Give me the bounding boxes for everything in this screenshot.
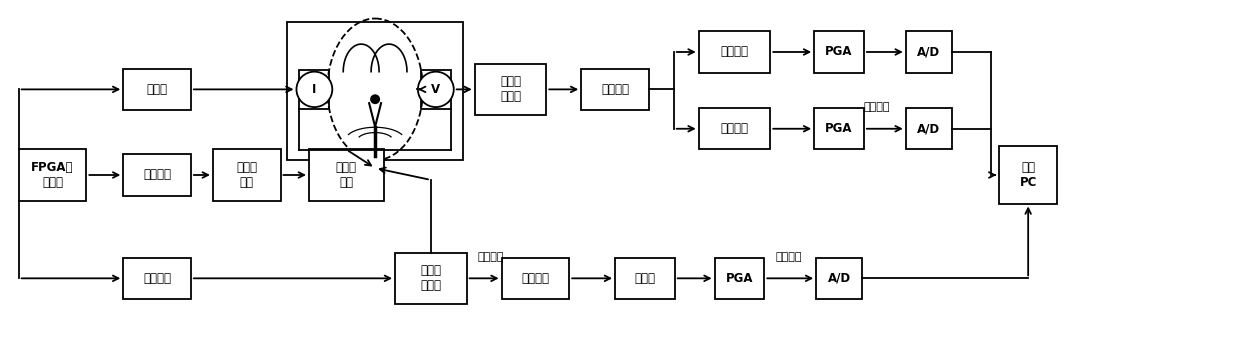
Bar	[420, 70, 451, 109]
Text: PGA: PGA	[826, 46, 853, 58]
Text: 超声换
能器: 超声换 能器	[336, 161, 357, 189]
Text: I: I	[312, 83, 316, 96]
Text: 数据采
集单元: 数据采 集单元	[420, 264, 441, 292]
Circle shape	[370, 94, 381, 104]
Bar	[905, 31, 951, 73]
Bar	[816, 258, 862, 299]
Text: 低通滤波: 低通滤波	[720, 46, 749, 58]
Bar	[582, 69, 649, 110]
Text: 接收电路: 接收电路	[143, 272, 171, 285]
Text: A/D: A/D	[918, 46, 940, 58]
Circle shape	[296, 72, 332, 107]
Text: 差分放大: 差分放大	[601, 83, 629, 96]
Bar	[815, 31, 864, 73]
Bar	[123, 154, 191, 196]
Text: FPGA控
制单元: FPGA控 制单元	[31, 161, 74, 189]
Bar	[213, 149, 280, 201]
Bar	[698, 31, 770, 73]
Text: PGA: PGA	[725, 272, 753, 285]
Bar	[905, 108, 951, 149]
Text: PGA: PGA	[826, 122, 853, 135]
Text: V: V	[432, 83, 440, 96]
Text: A/D: A/D	[827, 272, 851, 285]
Text: 信号发
生器: 信号发 生器	[236, 161, 257, 189]
Bar	[615, 258, 675, 299]
Text: 滤波器: 滤波器	[635, 272, 656, 285]
Text: 回波信号: 回波信号	[477, 252, 503, 261]
Bar	[698, 108, 770, 149]
Bar	[999, 146, 1056, 204]
Bar	[288, 22, 463, 160]
Bar	[501, 258, 569, 299]
Text: 发射电路: 发射电路	[143, 168, 171, 182]
Bar	[475, 64, 547, 115]
Bar	[299, 70, 330, 109]
Text: 声电信号: 声电信号	[863, 102, 890, 112]
Bar	[123, 258, 191, 299]
Text: 高通滤波: 高通滤波	[720, 122, 749, 135]
Bar	[123, 69, 191, 110]
Text: 差分放大: 差分放大	[521, 272, 549, 285]
Bar	[714, 258, 764, 299]
Text: 数据采
集单元: 数据采 集单元	[500, 75, 521, 103]
Bar	[309, 149, 383, 201]
Bar	[396, 253, 466, 304]
Bar	[815, 108, 864, 149]
Text: A/D: A/D	[918, 122, 940, 135]
Text: 电流源: 电流源	[146, 83, 167, 96]
Text: 电脑
PC: 电脑 PC	[1019, 161, 1037, 189]
Bar	[19, 149, 87, 201]
Circle shape	[418, 72, 454, 107]
Text: 位移信息: 位移信息	[776, 252, 802, 261]
